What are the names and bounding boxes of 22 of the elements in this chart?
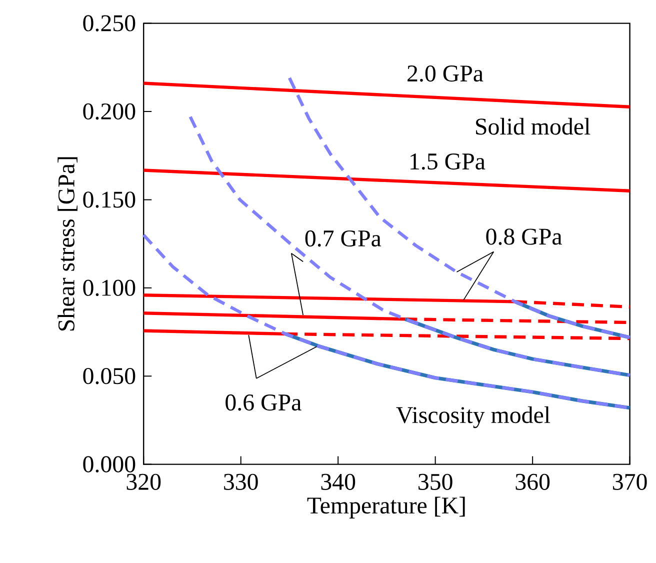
annotation: 0.8 GPa (486, 228, 562, 245)
annotation: 1.5 GPa (410, 154, 486, 170)
x-tick-label: 370 (613, 474, 647, 490)
y-tick-label: 0.150 (83, 192, 136, 208)
y-tick-label: 0.050 (83, 368, 136, 384)
y-tick-label: 0.000 (83, 456, 136, 472)
y-axis-title: Shear stress [GPa] (58, 157, 78, 331)
y-tick-label: 0.100 (83, 280, 136, 296)
annotation: 0.7 GPa (305, 230, 382, 247)
line-series (188, 115, 632, 377)
x-tick-label: 320 (126, 474, 161, 490)
x-tick-label: 330 (224, 474, 258, 490)
annotation: 0.6 GPa (226, 394, 302, 411)
annotation: Viscosity model (396, 406, 550, 428)
x-tick-label: 360 (516, 474, 550, 490)
y-tick-label: 0.200 (83, 103, 136, 120)
annotation: 2.0 GPa (408, 65, 484, 82)
x-tick-label: 340 (321, 474, 356, 490)
y-tick-label: 0.250 (83, 15, 136, 32)
annotation: Solid model (476, 118, 590, 135)
x-tick-label: 350 (418, 474, 452, 490)
x-axis-title: Temperature [K] (307, 496, 465, 518)
